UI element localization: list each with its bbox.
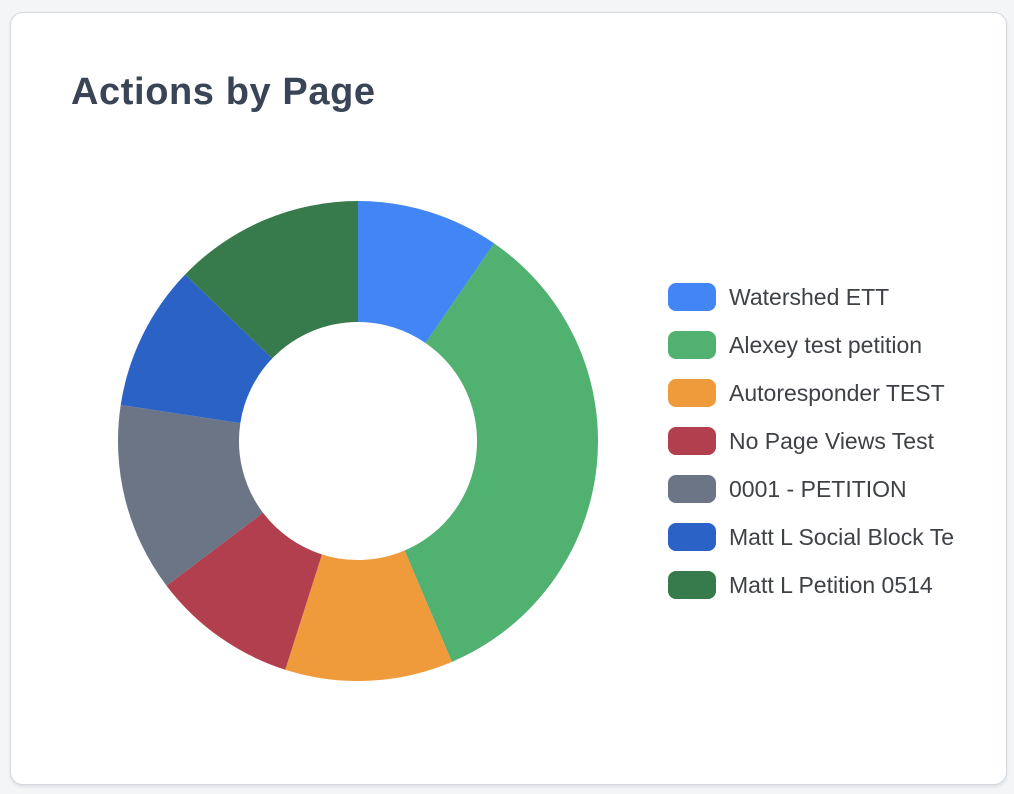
chart-legend: Watershed ETT Alexey test petition Autor… bbox=[668, 283, 1006, 599]
legend-label: Alexey test petition bbox=[729, 331, 923, 358]
donut-slice-2[interactable] bbox=[285, 550, 452, 681]
legend-item: 0001 - PETITION bbox=[668, 475, 1006, 503]
legend-swatch-6 bbox=[668, 571, 716, 599]
donut-chart-area bbox=[118, 201, 598, 681]
legend-label: Matt L Social Block Te bbox=[729, 523, 954, 550]
legend-item: Matt L Social Block Te bbox=[668, 523, 1006, 551]
legend-swatch-1 bbox=[668, 331, 716, 359]
legend-item: Autoresponder TEST bbox=[668, 379, 1006, 407]
legend-swatch-4 bbox=[668, 475, 716, 503]
legend-item: Matt L Petition 0514 bbox=[668, 571, 1006, 599]
donut-slice-0[interactable] bbox=[358, 201, 495, 343]
legend-item: Watershed ETT bbox=[668, 283, 1006, 311]
donut-slice-3[interactable] bbox=[166, 512, 322, 670]
legend-label: Matt L Petition 0514 bbox=[729, 571, 933, 598]
legend-label: Autoresponder TEST bbox=[729, 379, 945, 406]
legend-swatch-0 bbox=[668, 283, 716, 311]
legend-swatch-3 bbox=[668, 427, 716, 455]
legend-item: No Page Views Test bbox=[668, 427, 1006, 455]
legend-swatch-2 bbox=[668, 379, 716, 407]
legend-swatch-5 bbox=[668, 523, 716, 551]
donut-slice-4[interactable] bbox=[118, 404, 264, 586]
donut-chart bbox=[118, 201, 598, 681]
chart-title: Actions by Page bbox=[71, 71, 376, 113]
donut-slice-5[interactable] bbox=[120, 274, 273, 424]
donut-slice-6[interactable] bbox=[185, 201, 358, 359]
legend-label: 0001 - PETITION bbox=[729, 475, 907, 502]
donut-slice-1[interactable] bbox=[404, 243, 598, 662]
legend-item: Alexey test petition bbox=[668, 331, 1006, 359]
legend-label: No Page Views Test bbox=[729, 427, 934, 454]
legend-label: Watershed ETT bbox=[729, 283, 890, 310]
chart-card: Actions by Page Watershed ETT Alexey tes… bbox=[10, 12, 1007, 785]
